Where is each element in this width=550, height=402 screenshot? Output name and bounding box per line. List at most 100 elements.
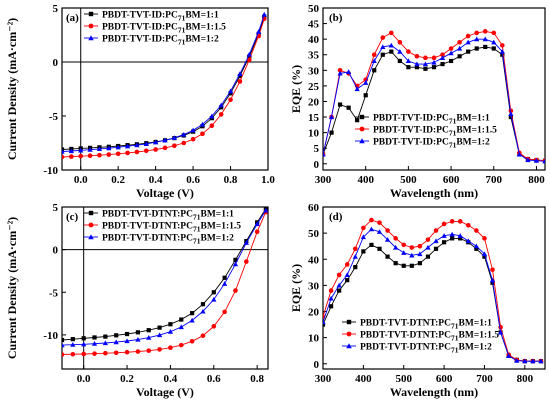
data-point <box>474 228 479 233</box>
data-point <box>441 240 447 245</box>
data-point <box>431 65 437 70</box>
data-point <box>211 296 217 302</box>
y-tick-label: 10 <box>308 128 320 140</box>
data-point <box>328 295 334 301</box>
data-point <box>474 246 479 251</box>
legend-marker <box>359 138 365 144</box>
data-point <box>380 52 385 57</box>
data-point <box>465 238 471 244</box>
data-point <box>237 79 243 84</box>
data-point <box>190 311 195 316</box>
data-point <box>380 35 386 40</box>
data-point <box>328 304 334 309</box>
data-point <box>417 251 423 257</box>
data-point <box>157 347 162 352</box>
data-point <box>92 335 97 340</box>
data-point <box>371 58 377 64</box>
data-point <box>414 53 420 59</box>
series <box>62 16 267 160</box>
data-point <box>533 158 540 163</box>
legend-marker <box>346 343 352 349</box>
data-point <box>254 221 260 227</box>
data-point <box>178 342 184 348</box>
data-point <box>508 114 513 120</box>
data-point <box>425 237 431 242</box>
data-point <box>423 55 428 61</box>
data-point <box>431 59 437 65</box>
y-axis-label: Current Density (mA·cm⁻²) <box>5 18 19 160</box>
data-point <box>433 238 439 244</box>
legend-marker <box>346 319 352 325</box>
data-point <box>409 263 414 268</box>
data-point <box>439 55 446 60</box>
x-tick-label: 0.6 <box>186 174 200 186</box>
data-point <box>233 288 238 293</box>
data-point <box>209 123 215 129</box>
data-point <box>344 272 350 278</box>
axis-ticks: 0.0 0.2 0.4 0.6 0.8 -10 -5 0 5 <box>43 202 264 385</box>
x-tick-label: 800 <box>517 373 534 385</box>
data-point <box>62 352 65 357</box>
data-point <box>393 236 398 241</box>
data-point <box>172 143 177 149</box>
panel-label: (d) <box>329 211 343 223</box>
y-tick-label: 20 <box>308 96 320 108</box>
legend-marker <box>88 23 94 29</box>
data-point <box>401 250 407 255</box>
data-point <box>376 229 383 234</box>
data-point <box>200 333 206 339</box>
data-point <box>440 61 445 67</box>
x-tick-label: 0.8 <box>250 373 264 385</box>
legend: PBDT-TVT-ID:PC71BM=1:1PBDT-TVT-ID:PC71BM… <box>84 11 226 47</box>
data-point <box>474 46 479 51</box>
y-tick-label: -10 <box>43 330 58 342</box>
series-layer <box>323 217 544 364</box>
data-point <box>70 342 76 347</box>
y-tick-label: 30 <box>308 280 320 292</box>
series-layer <box>323 29 545 164</box>
data-point <box>389 49 394 54</box>
data-point <box>369 242 374 247</box>
data-point <box>406 49 411 54</box>
data-point <box>70 351 76 357</box>
plot-frame <box>61 7 269 171</box>
series <box>323 226 544 364</box>
data-point <box>233 257 238 262</box>
data-point <box>113 339 119 345</box>
data-point <box>243 240 249 245</box>
zero-lines <box>62 8 268 170</box>
data-point <box>499 43 505 48</box>
panel-label: (c) <box>66 211 79 223</box>
data-point <box>417 261 422 266</box>
data-point <box>200 308 206 314</box>
legend: PBDT-TVT-ID:PC71BM=1:1PBDT-TVT-ID:PC71BM… <box>355 114 497 150</box>
legend-entry: PBDT-TVT-DTNT:PC71BM=1:1.5 <box>360 331 499 343</box>
data-point <box>388 30 394 36</box>
data-point <box>153 139 159 145</box>
data-point <box>431 55 437 61</box>
data-point <box>409 245 415 250</box>
data-point <box>456 45 463 51</box>
data-point <box>393 244 399 250</box>
data-point <box>125 150 130 156</box>
axis-ticks: 0.0 0.2 0.4 0.6 0.8 1.0 -10 -5 0 5 <box>43 3 275 186</box>
legend-marker <box>346 331 352 337</box>
data-point <box>336 272 342 278</box>
x-tick-label: 0.0 <box>74 174 88 186</box>
data-point <box>81 341 87 347</box>
data-point <box>135 330 140 335</box>
x-tick-label: 500 <box>395 373 412 385</box>
x-tick-label: 400 <box>357 174 374 186</box>
x-tick-label: 600 <box>443 174 460 186</box>
data-point <box>218 102 224 108</box>
data-point <box>450 236 455 241</box>
data-point <box>337 288 342 293</box>
y-tick-label: 45 <box>308 19 320 31</box>
data-point <box>448 46 454 51</box>
data-point <box>256 29 262 34</box>
data-point <box>199 121 206 127</box>
data-point <box>171 135 177 140</box>
data-point <box>380 44 386 50</box>
axis-ticks: 300 400 500 600 700 800 0 10 20 30 40 50 60 <box>308 202 534 385</box>
